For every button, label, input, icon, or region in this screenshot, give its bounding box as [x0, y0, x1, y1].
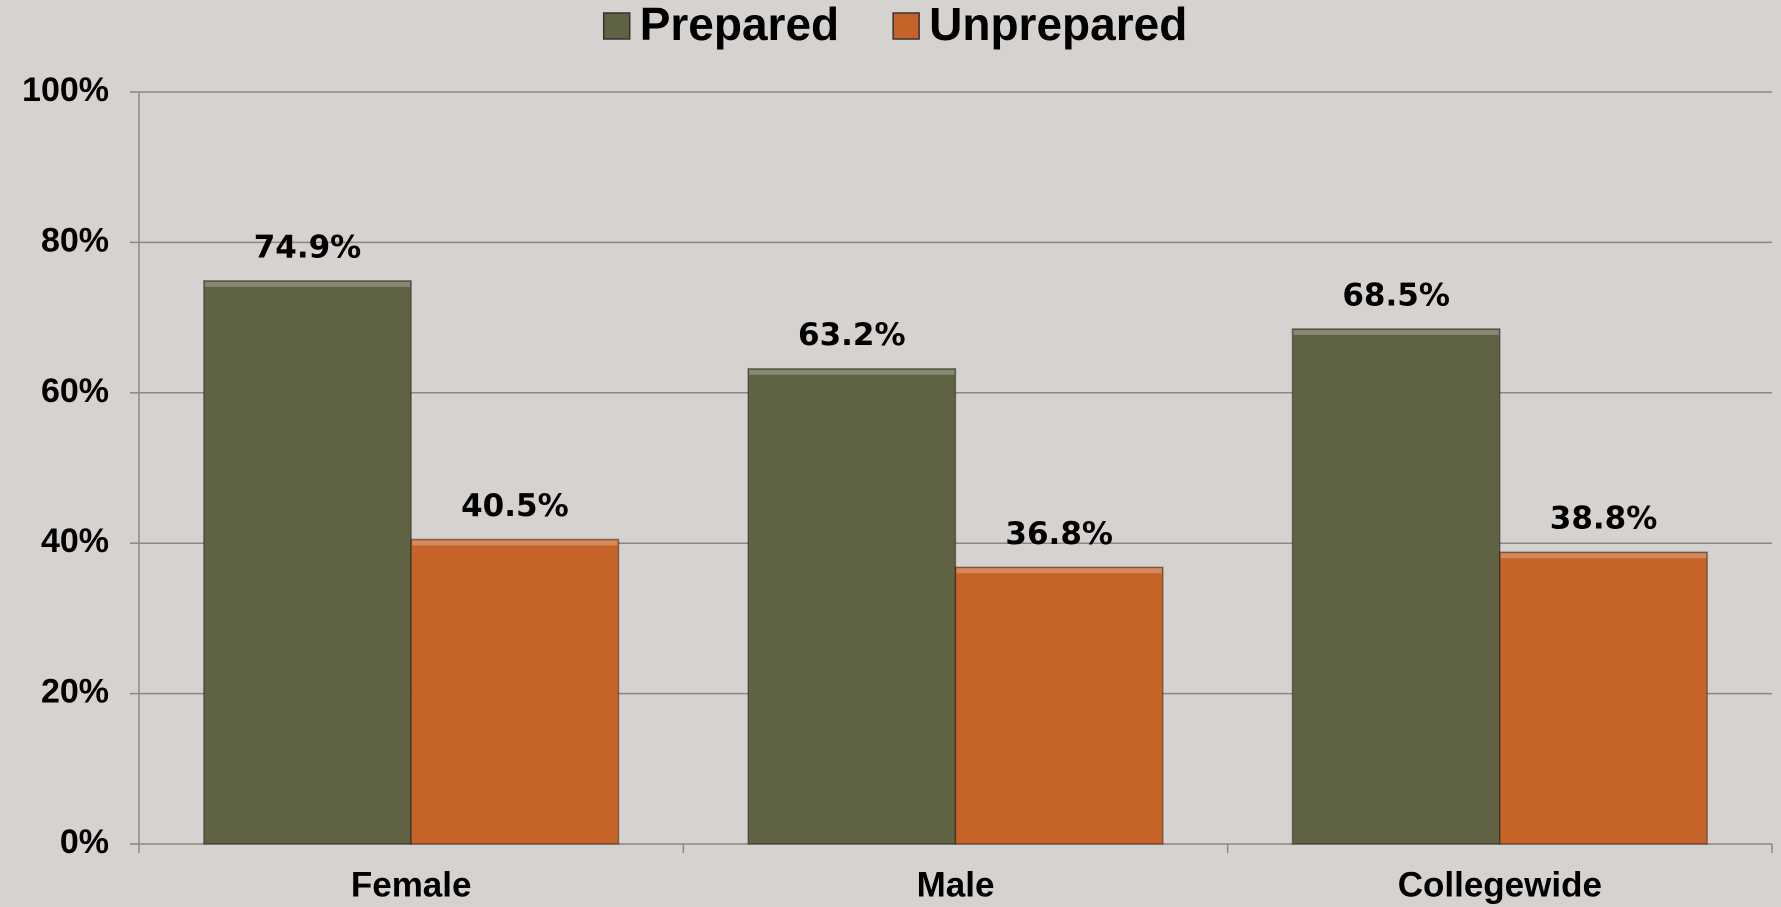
y-tick-label: 40%: [41, 522, 109, 560]
y-tick-label: 20%: [41, 673, 109, 711]
x-tick-label: Male: [917, 865, 995, 904]
bar: [410, 538, 620, 845]
bar-highlight: [1293, 329, 1499, 335]
bar: [954, 566, 1164, 845]
data-label: 74.9%: [254, 229, 362, 265]
legend-swatch: [602, 12, 631, 40]
x-tick-label: Female: [351, 865, 472, 904]
bar-highlight: [1500, 553, 1707, 559]
data-label: 38.8%: [1550, 501, 1658, 537]
data-label: 63.2%: [798, 317, 906, 353]
bar-highlight: [204, 281, 411, 287]
bar: [1499, 551, 1708, 845]
legend: Prepared Unprepared: [602, 0, 1187, 50]
x-tick-label: Collegewide: [1398, 865, 1602, 904]
legend-swatch: [892, 12, 920, 40]
y-tick-label: 60%: [41, 372, 109, 410]
bar-highlight: [749, 369, 955, 375]
y-tick-label: 0%: [60, 823, 109, 861]
bar: [203, 280, 412, 845]
bar-highlight: [956, 568, 1162, 574]
bar: [747, 367, 957, 845]
bar-highlight: [412, 540, 618, 546]
y-tick-label: 80%: [41, 221, 109, 259]
data-label: 68.5%: [1342, 277, 1450, 313]
legend-label: Unprepared: [929, 0, 1187, 50]
legend-label: Prepared: [640, 0, 839, 50]
data-label: 40.5%: [461, 488, 569, 524]
bar: [1291, 328, 1501, 845]
y-tick-label: 100%: [22, 71, 109, 109]
data-label: 36.8%: [1005, 516, 1113, 552]
